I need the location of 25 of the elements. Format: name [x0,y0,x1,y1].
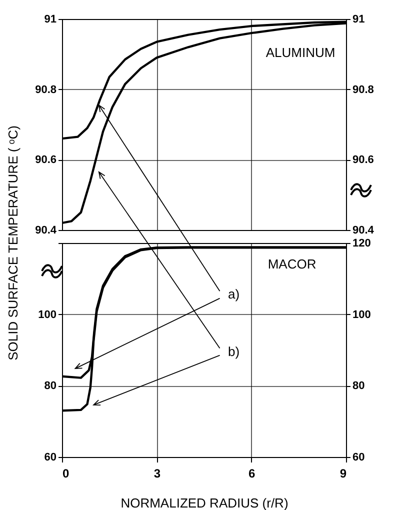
y2-tick-label: 100 [352,308,371,321]
y2-tick-label: 60 [352,452,365,464]
y-tick-label: 90.4 [35,224,58,236]
y2-tick-label: 90.8 [352,84,374,96]
y2-tick-label: 91 [352,14,365,26]
annotation: b) [228,344,240,360]
y-tick-label: 90.8 [35,84,56,96]
annotation: a) [228,286,240,302]
annotation: ALUMINUM [266,44,336,60]
y2-tick-label: 90.6 [352,154,374,166]
x-tick-label: 6 [248,466,256,480]
y2-tick-label: 80 [352,380,365,392]
x-tick-label: 9 [340,466,347,480]
annotation: MACOR [268,256,316,272]
y2-tick-label: 120 [352,238,371,250]
y-axis-title: SOLID SURFACE TEMPERATURE ( ᵒC) [5,126,20,360]
y-tick-label: 100 [38,308,56,321]
y-tick-label: 91 [44,14,56,26]
x-axis-title: NORMALIZED RADIUS (r/R) [120,496,288,510]
x-tick-label: 0 [62,466,70,480]
y-tick-label: 60 [44,452,56,464]
y-tick-label: 90.6 [35,154,56,166]
y-tick-label: 80 [44,380,56,392]
x-tick-label: 3 [154,466,161,480]
y2-tick-label: 90.4 [352,224,375,236]
